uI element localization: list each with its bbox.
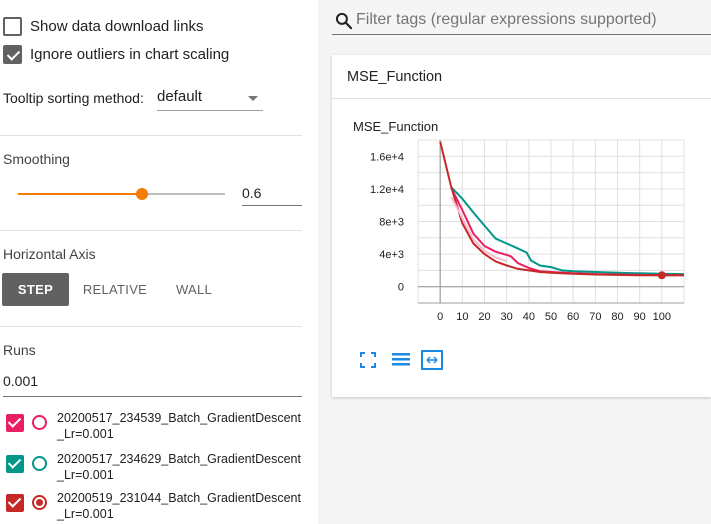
series-line [439,141,684,277]
run-item: 20200517_234539_Batch_GradientDescent_Lr… [6,410,306,442]
x-tick-label: 80 [611,311,623,323]
smoothing-label: Smoothing [3,151,70,167]
expand-icon[interactable] [360,352,376,368]
x-tick-label: 30 [501,311,513,323]
card-title: MSE_Function [347,69,443,85]
divider [0,230,302,231]
sidebar: Show data download links Ignore outliers… [0,0,302,524]
divider [0,135,302,136]
ignore-outliers-checkbox[interactable] [3,44,22,64]
tooltip-sort-select[interactable]: default [157,85,263,111]
run-name: 20200517_234629_Batch_GradientDescent_Lr… [57,452,301,482]
fit-domain-icon[interactable] [421,350,443,370]
line-chart[interactable]: 0 10 20 30 40 50 60 70 80 90 100 0 4e+3 8e+3 1.2e+4 1.6… [332,135,711,345]
axis-step-button[interactable]: STEP [2,273,69,306]
y-tick-label: 0 [398,282,404,294]
smoothing-slider-thumb[interactable] [136,188,149,200]
y-tick-label: 4e+3 [379,249,404,261]
ignore-outliers-row[interactable]: Ignore outliers in chart scaling [3,44,229,64]
runs-label: Runs [3,342,36,358]
ignore-outliers-label: Ignore outliers in chart scaling [30,45,230,63]
y-tick-label: 8e+3 [379,217,404,229]
x-tick-label: 20 [478,311,490,323]
series-line [450,186,685,276]
run-item: 20200519_231044_Batch_GradientDescent_Lr… [6,490,306,522]
x-tick-label: 50 [545,311,557,323]
x-tick-label: 10 [456,311,468,323]
divider [0,326,302,327]
tooltip-sort-label: Tooltip sorting method: [3,90,144,106]
smoothing-slider[interactable] [18,188,225,200]
runs-filter-input[interactable]: 0.001 [3,373,302,397]
tag-filter-input[interactable]: Filter tags (regular expressions support… [332,8,711,35]
scalar-card: MSE_Function MSE_Function 0 10 20 30 40 50 60 7… [332,55,711,397]
show-download-links-row[interactable]: Show data download links [3,16,203,36]
search-icon [335,12,353,30]
series-line [450,187,684,277]
show-download-links-label: Show data download links [30,17,204,35]
smoothing-slider-fill [18,193,143,195]
x-tick-label: 90 [634,311,646,323]
horizontal-axis-label: Horizontal Axis [3,246,96,262]
y-tick-label: 1.2e+4 [370,184,404,196]
x-tick-label: 0 [437,311,443,323]
smoothing-input[interactable]: 0.6 [242,182,302,206]
x-tick-label: 100 [653,311,671,323]
run-checkbox[interactable] [6,494,24,512]
highlight-point [657,271,666,280]
run-item: 20200517_234629_Batch_GradientDescent_Lr… [6,451,306,483]
run-radio[interactable] [32,456,47,471]
series-line [450,196,508,263]
main-panel: Filter tags (regular expressions support… [318,0,711,524]
chart-title: MSE_Function [353,119,439,134]
chevron-down-icon [248,96,258,101]
run-radio[interactable] [32,415,47,430]
show-download-links-checkbox[interactable] [3,16,22,36]
x-tick-label: 70 [589,311,601,323]
axis-wall-button[interactable]: WALL [175,282,213,297]
run-radio[interactable] [32,495,47,510]
axis-relative-button[interactable]: RELATIVE [82,282,148,297]
run-name: 20200517_234539_Batch_GradientDescent_Lr… [57,411,301,441]
run-checkbox[interactable] [6,414,24,432]
card-header[interactable]: MSE_Function [332,55,711,99]
x-tick-label: 40 [523,311,535,323]
tooltip-sort-value: default [157,88,203,105]
x-tick-label: 60 [567,311,579,323]
tag-filter-placeholder: Filter tags (regular expressions support… [356,11,657,28]
list-icon[interactable] [391,352,411,368]
run-name: 20200519_231044_Batch_GradientDescent_Lr… [57,491,301,521]
tooltip-sort-row: Tooltip sorting method: default [3,85,263,111]
run-checkbox[interactable] [6,455,24,473]
y-tick-label: 1.6e+4 [370,151,404,163]
